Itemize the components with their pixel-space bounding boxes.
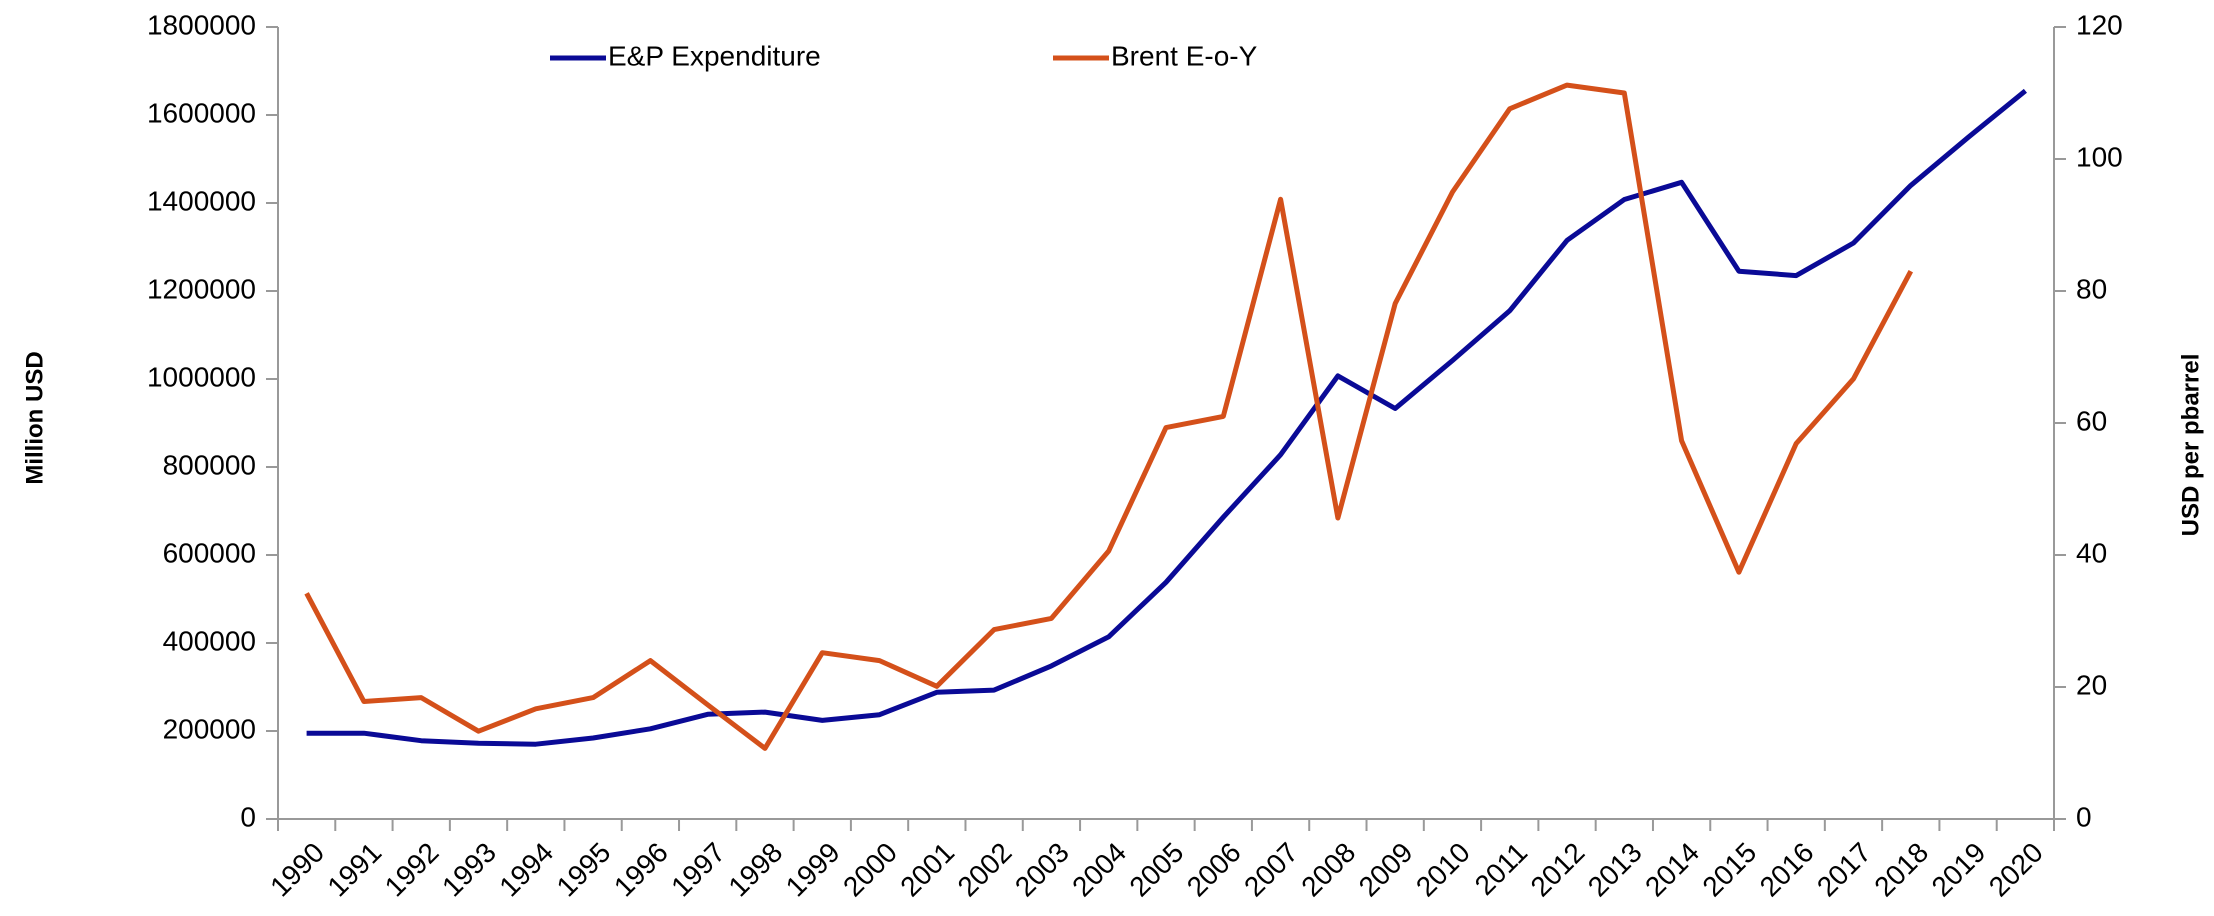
x-tick-label: 2000	[837, 837, 903, 903]
y2-tick-label: 120	[2076, 9, 2123, 40]
x-tick-label: 2002	[952, 837, 1018, 903]
legend-label: Brent E-o-Y	[1111, 40, 1258, 71]
x-tick-label: 2012	[1525, 837, 1591, 903]
x-tick-label: 2007	[1238, 837, 1304, 903]
x-tick-label: 1990	[264, 837, 330, 903]
x-tick-label: 2015	[1696, 837, 1762, 903]
y2-tick-label: 0	[2076, 801, 2092, 832]
x-tick-label: 1997	[665, 837, 731, 903]
x-tick-label: 2017	[1811, 837, 1877, 903]
x-tick-label: 2016	[1754, 837, 1820, 903]
y2-tick-label: 60	[2076, 405, 2107, 436]
series-line	[306, 88, 2027, 747]
y-axis-title: Million USD	[21, 351, 48, 484]
y-tick-label: 1000000	[147, 361, 256, 392]
y-tick-label: 600000	[163, 537, 256, 568]
x-tick-label: 2010	[1410, 837, 1476, 903]
y-tick-label: 1400000	[147, 185, 256, 216]
y2-tick-label: 40	[2076, 537, 2107, 568]
x-tick-label: 2014	[1639, 837, 1705, 903]
y-tick-label: 200000	[163, 713, 256, 744]
x-tick-label: 2019	[1926, 837, 1992, 903]
y-tick-label: 1600000	[147, 97, 256, 128]
x-tick-label: 1993	[436, 837, 502, 903]
legend-label: E&P Expenditure	[608, 40, 821, 71]
x-tick-label: 2001	[894, 837, 960, 903]
x-tick-label: 1998	[722, 837, 788, 903]
x-tick-label: 2004	[1066, 837, 1132, 903]
x-tick-label: 1994	[493, 837, 559, 903]
x-tick-label: 2003	[1009, 837, 1075, 903]
x-tick-label: 1996	[608, 837, 674, 903]
y-tick-label: 800000	[163, 449, 256, 480]
x-tick-label: 1992	[379, 837, 445, 903]
x-tick-label: 1995	[551, 837, 617, 903]
x-tick-label: 2009	[1353, 837, 1419, 903]
x-tick-label: 2008	[1295, 837, 1361, 903]
x-tick-label: 2018	[1868, 837, 1934, 903]
series-line	[304, 82, 1914, 751]
y-tick-label: 1200000	[147, 273, 256, 304]
x-tick-label: 2013	[1582, 837, 1648, 903]
y2-tick-label: 20	[2076, 669, 2107, 700]
y-tick-label: 1800000	[147, 9, 256, 40]
y2-tick-label: 100	[2076, 141, 2123, 172]
x-tick-label: 1991	[321, 837, 387, 903]
x-tick-label: 2011	[1469, 837, 1534, 902]
x-tick-label: 2006	[1181, 837, 1247, 903]
y2-tick-label: 80	[2076, 273, 2107, 304]
y2-axis-title: USD per pbarrel	[2177, 354, 2204, 537]
y-tick-label: 400000	[163, 625, 256, 656]
y-tick-label: 0	[240, 801, 256, 832]
x-tick-label: 1999	[780, 837, 846, 903]
x-tick-label: 2005	[1123, 837, 1189, 903]
x-tick-label: 2020	[1983, 837, 2049, 903]
